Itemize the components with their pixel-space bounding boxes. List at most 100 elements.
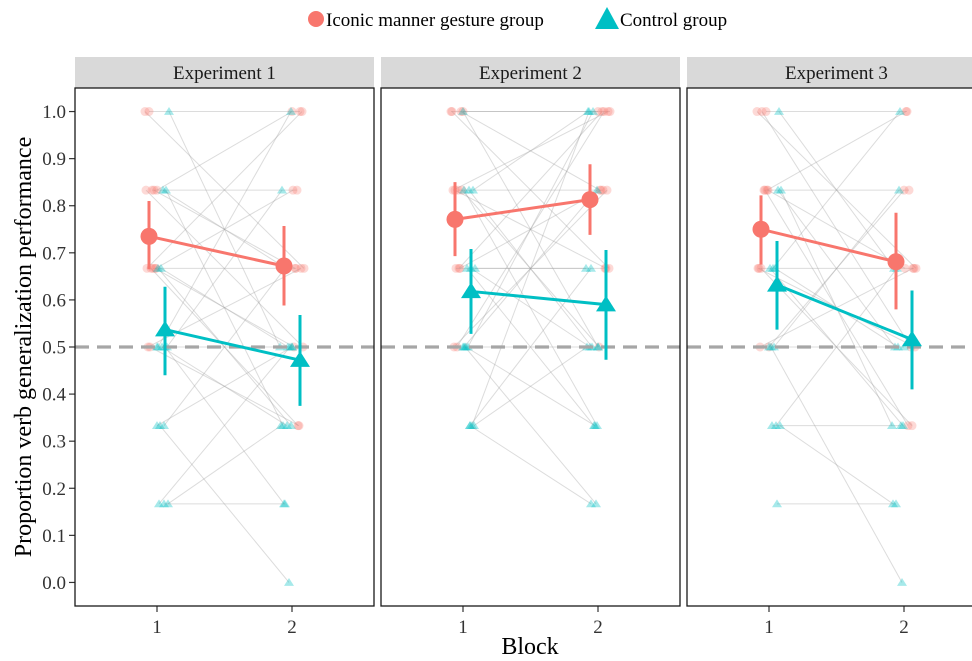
participant-point <box>591 499 601 508</box>
x-tick-label: 1 <box>458 617 468 638</box>
participant-line <box>166 189 283 348</box>
participant-point <box>287 107 297 117</box>
participant-point <box>771 421 781 430</box>
participant-point <box>896 421 906 430</box>
participant-point <box>911 263 921 273</box>
participant-line <box>161 346 288 427</box>
participant-line <box>469 268 592 426</box>
participant-point <box>901 107 911 117</box>
participant-point <box>465 421 475 430</box>
mean-point <box>461 282 481 299</box>
participant-point <box>458 107 468 115</box>
participant-point <box>898 421 908 430</box>
legend-triangle-marker <box>595 7 619 29</box>
participant-point <box>773 185 783 194</box>
participant-point <box>276 421 286 430</box>
participant-line <box>453 189 608 348</box>
participant-point <box>153 263 163 272</box>
participant-line <box>155 189 294 269</box>
participant-line <box>147 267 302 348</box>
participant-point <box>277 185 287 194</box>
participant-point <box>287 342 297 351</box>
participant-line <box>156 346 293 427</box>
participant-point <box>605 107 615 117</box>
participant-point <box>451 263 461 273</box>
participant-point <box>279 499 289 508</box>
participant-line <box>761 111 912 348</box>
y-tick-label: 0.5 <box>42 338 66 359</box>
strip-background <box>75 57 374 88</box>
participant-point <box>455 263 465 273</box>
y-tick-label: 0.4 <box>42 385 66 406</box>
participant-line <box>156 111 293 191</box>
participant-line <box>463 189 598 426</box>
participant-point <box>163 499 173 508</box>
participant-line <box>153 189 296 269</box>
y-tick-label: 0.3 <box>42 432 66 453</box>
participant-line <box>470 267 591 348</box>
participant-point <box>457 185 467 195</box>
participant-point <box>596 185 606 195</box>
participant-line <box>157 111 292 348</box>
participant-line <box>773 189 900 348</box>
mean-point <box>767 275 787 292</box>
participant-point <box>151 263 161 273</box>
mean-line <box>148 234 285 268</box>
participant-point <box>887 421 897 430</box>
participant-point <box>458 107 468 117</box>
participant-point <box>293 421 303 431</box>
participant-point <box>593 342 603 351</box>
participant-line <box>460 111 601 191</box>
participant-point <box>158 185 168 194</box>
legend-circle-marker <box>308 11 324 27</box>
participant-point <box>297 107 307 117</box>
participant-point <box>149 185 159 195</box>
participant-point <box>150 263 160 273</box>
participant-point <box>288 185 298 195</box>
participant-point <box>888 499 898 508</box>
participant-line <box>471 111 590 426</box>
participant-point <box>761 107 771 117</box>
participant-point <box>291 263 301 273</box>
participant-line <box>144 111 305 269</box>
participant-line <box>473 346 588 427</box>
mean-point <box>446 210 464 228</box>
participant-point <box>140 107 150 117</box>
participant-line <box>145 189 304 348</box>
participant-point <box>767 421 777 430</box>
participant-point <box>284 577 294 586</box>
participant-point <box>756 263 766 273</box>
participant-line <box>465 346 596 427</box>
participant-point <box>469 421 479 430</box>
participant-point <box>581 263 591 272</box>
participant-line <box>767 189 906 269</box>
participant-point <box>159 421 169 430</box>
participant-point <box>903 421 913 431</box>
participant-point <box>286 107 296 115</box>
panel-border <box>686 87 972 607</box>
strip-background <box>687 57 972 88</box>
participant-point <box>754 263 764 273</box>
participant-point <box>282 421 292 430</box>
participant-point <box>583 107 593 115</box>
legend: Iconic manner gesture group Control grou… <box>308 7 727 31</box>
participant-point <box>766 342 776 351</box>
participant-line <box>160 267 289 348</box>
panel-border <box>380 87 681 607</box>
mean-point <box>887 253 905 271</box>
participant-line <box>768 189 905 348</box>
y-tick-label: 0.6 <box>42 290 66 311</box>
participant-line <box>775 268 898 426</box>
y-tick-label: 0.1 <box>42 526 66 547</box>
participant-point <box>588 107 598 115</box>
y-tick-label: 0.8 <box>42 196 66 217</box>
participant-point <box>148 263 158 273</box>
participant-line <box>778 111 895 269</box>
participant-line <box>756 111 917 269</box>
participant-point <box>153 342 163 351</box>
participant-line <box>165 189 284 426</box>
mean-point <box>275 257 293 275</box>
participant-point <box>899 185 909 195</box>
